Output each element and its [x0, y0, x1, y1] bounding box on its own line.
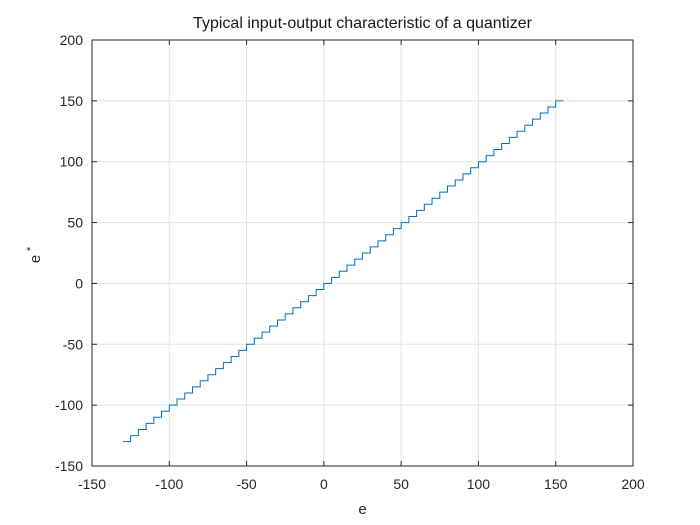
x-tick-label: 200 — [621, 476, 645, 492]
axes-box — [91, 39, 634, 467]
y-tick-label: 0 — [75, 275, 83, 291]
x-tick-label: 0 — [320, 476, 328, 492]
y-tick-label: -100 — [55, 397, 83, 413]
x-tick-labels: -150 -100 -50 0 50 100 150 200 — [78, 476, 645, 492]
x-tick-label: 50 — [393, 476, 409, 492]
series-layer — [122, 100, 564, 443]
y-tick-label: 150 — [60, 93, 84, 109]
y-tick-label: -150 — [55, 458, 83, 474]
y-axis-label-group: e * — [25, 246, 44, 263]
x-axis-label: e — [358, 501, 366, 518]
grid — [92, 40, 633, 466]
y-tick-labels: -150 -100 -50 0 50 100 150 200 — [55, 32, 83, 474]
y-tick-label: 200 — [60, 32, 84, 48]
x-tick-label: 150 — [544, 476, 568, 492]
chart-title: Typical input-output characteristic of a… — [193, 15, 533, 32]
x-tick-label: -150 — [78, 476, 106, 492]
x-tick-label: -100 — [155, 476, 183, 492]
y-tick-label: -50 — [63, 336, 83, 352]
ticks — [91, 39, 634, 467]
y-tick-label: 100 — [60, 154, 84, 170]
y-axis-label-superscript: * — [25, 246, 37, 251]
quantizer-staircase-line — [122, 100, 564, 443]
x-tick-label: 100 — [467, 476, 491, 492]
x-tick-label: -50 — [236, 476, 256, 492]
y-tick-label: 50 — [67, 215, 83, 231]
y-axis-label: e — [27, 255, 44, 263]
